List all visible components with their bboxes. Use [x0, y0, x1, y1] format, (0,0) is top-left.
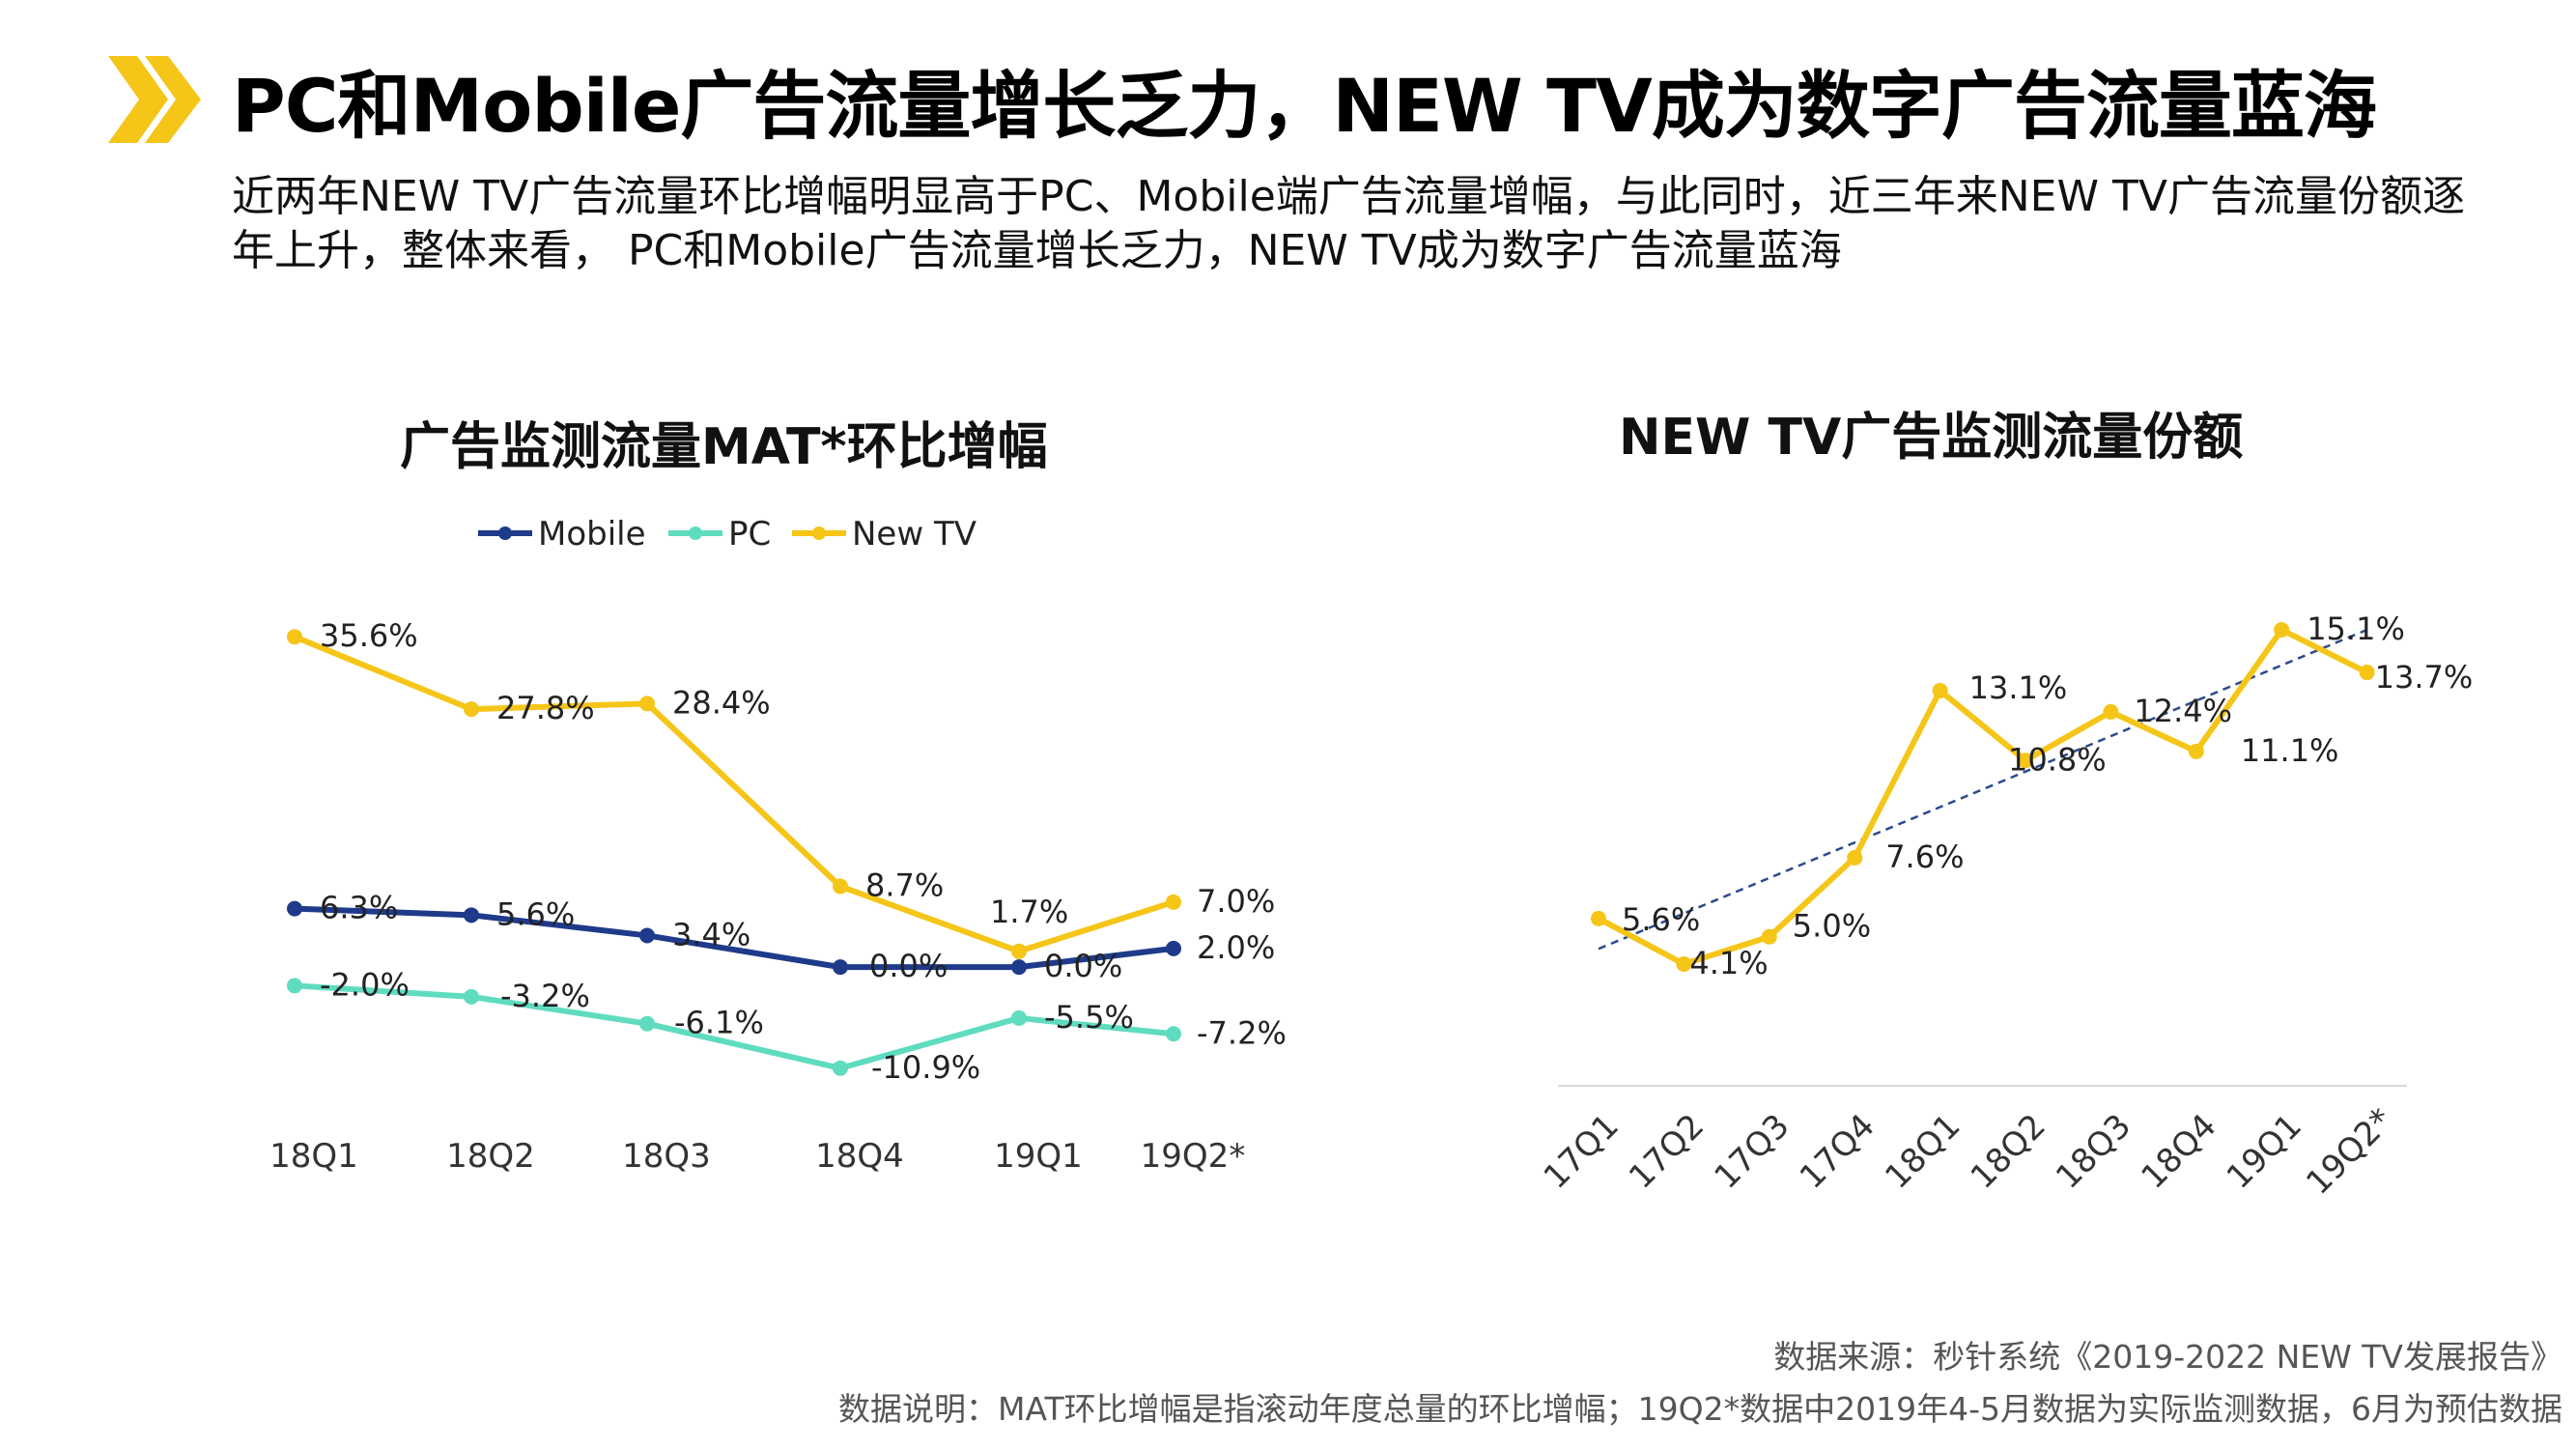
data-label-0-0: 6.3% — [320, 890, 398, 926]
x-tick-right-0: 17Q1 — [1537, 1107, 1627, 1197]
data-point-2-0 — [287, 629, 302, 645]
x-tick-right-1: 17Q2 — [1622, 1107, 1712, 1197]
data-label-1-5: -7.2% — [1197, 1014, 1287, 1051]
data-point-0-2 — [639, 927, 655, 944]
data-point-2-4 — [1011, 943, 1027, 959]
share-point-7 — [2188, 743, 2204, 759]
data-label-0-5: 2.0% — [1197, 929, 1275, 966]
data-point-0-1 — [464, 907, 479, 923]
share-point-3 — [1847, 849, 1863, 866]
x-tick-right-9: 19Q2* — [2299, 1101, 2400, 1203]
data-label-2-2: 28.4% — [672, 684, 771, 721]
data-point-0-3 — [833, 959, 848, 976]
data-label-1-1: -3.2% — [500, 978, 590, 1014]
data-label-1-4: -5.5% — [1044, 999, 1134, 1036]
data-label-2-4: 1.7% — [990, 894, 1068, 930]
data-label-2-1: 27.8% — [496, 690, 595, 726]
share-label-9: 13.7% — [2375, 659, 2474, 696]
data-point-2-2 — [639, 696, 655, 712]
share-point-6 — [2103, 703, 2119, 720]
share-label-6: 12.4% — [2134, 693, 2232, 729]
data-label-2-0: 35.6% — [320, 617, 418, 654]
page-title: PC和Mobile广告流量增长乏力，NEW TV成为数字广告流量蓝海 — [232, 63, 2377, 149]
data-point-1-5 — [1166, 1026, 1181, 1042]
data-point-0-0 — [287, 900, 302, 917]
share-label-4: 13.1% — [1969, 669, 2068, 706]
data-label-2-3: 8.7% — [865, 867, 944, 904]
x-tick-right-3: 17Q4 — [1793, 1107, 1882, 1197]
data-point-1-2 — [639, 1015, 655, 1032]
x-tick-left-4: 19Q1 — [994, 1137, 1083, 1176]
data-label-0-1: 5.6% — [496, 895, 575, 932]
chevron-logo-icon — [108, 56, 201, 143]
x-tick-right-8: 19Q1 — [2220, 1107, 2309, 1197]
x-tick-right-2: 17Q3 — [1707, 1107, 1797, 1197]
series-line-new-tv-share — [1597, 627, 2368, 967]
x-tick-right-6: 18Q3 — [2049, 1107, 2138, 1197]
share-point-2 — [1761, 928, 1777, 945]
data-point-1-4 — [1011, 1009, 1027, 1026]
series-line-mobile — [294, 905, 1175, 971]
x-tick-left-5: 19Q2* — [1141, 1137, 1246, 1176]
trendline — [1598, 628, 2368, 951]
share-label-3: 7.6% — [1885, 838, 1964, 875]
data-point-1-0 — [287, 978, 302, 994]
data-label-0-3: 0.0% — [869, 948, 948, 984]
data-point-1-1 — [464, 988, 479, 1005]
legend-marker-0 — [498, 526, 512, 540]
page-subtitle: 近两年NEW TV广告流量环比增幅明显高于PC、Mobile端广告流量增幅，与此… — [232, 172, 2465, 275]
share-label-5: 10.8% — [2008, 741, 2107, 778]
data-label-0-4: 0.0% — [1044, 948, 1122, 984]
right-chart-title: NEW TV广告监测流量份额 — [1619, 409, 2244, 467]
share-point-0 — [1591, 910, 1606, 926]
data-point-2-3 — [833, 878, 848, 895]
data-point-0-4 — [1011, 959, 1027, 976]
left-chart-title: 广告监测流量MAT*环比增幅 — [400, 418, 1048, 476]
share-label-7: 11.1% — [2241, 732, 2339, 769]
x-tick-right-5: 18Q2 — [1964, 1107, 2053, 1197]
x-tick-left-1: 18Q2 — [446, 1137, 535, 1176]
series-line-new-tv — [293, 634, 1175, 954]
data-label-1-2: -6.1% — [674, 1005, 764, 1041]
data-label-1-0: -2.0% — [320, 966, 410, 1003]
share-point-5 — [2018, 753, 2033, 769]
x-tick-left-3: 18Q4 — [815, 1137, 904, 1176]
data-label-2-5: 7.0% — [1197, 883, 1275, 920]
x-tick-left-2: 18Q3 — [622, 1137, 711, 1176]
data-label-1-3: -10.9% — [871, 1049, 980, 1086]
legend-label-0: Mobile — [538, 515, 646, 554]
data-point-2-1 — [464, 701, 479, 718]
share-label-8: 15.1% — [2307, 611, 2405, 647]
data-source-note: 数据来源：秒针系统《2019-2022 NEW TV发展报告》 — [1773, 1338, 2562, 1376]
data-label-0-2: 3.4% — [672, 916, 750, 952]
data-point-0-5 — [1166, 940, 1181, 956]
x-tick-left-0: 18Q1 — [269, 1137, 358, 1176]
legend-marker-1 — [689, 526, 702, 540]
series-line-pc — [294, 982, 1175, 1071]
legend-label-2: New TV — [852, 515, 977, 554]
data-point-2-5 — [1166, 894, 1181, 910]
share-label-1: 4.1% — [1689, 945, 1768, 981]
share-point-8 — [2274, 622, 2290, 638]
x-tick-right-7: 18Q4 — [2134, 1107, 2223, 1197]
legend-marker-2 — [812, 526, 826, 540]
share-label-2: 5.0% — [1793, 908, 1871, 945]
data-explanation-note: 数据说明：MAT环比增幅是指滚动年度总量的环比增幅；19Q2*数据中2019年4… — [838, 1390, 2562, 1428]
x-tick-right-4: 18Q1 — [1878, 1107, 1967, 1197]
data-point-1-3 — [833, 1060, 848, 1076]
share-point-9 — [2359, 665, 2375, 681]
share-point-1 — [1676, 956, 1692, 972]
legend-label-1: PC — [728, 515, 771, 554]
share-label-0: 5.6% — [1622, 901, 1700, 938]
share-point-4 — [1932, 682, 1948, 698]
